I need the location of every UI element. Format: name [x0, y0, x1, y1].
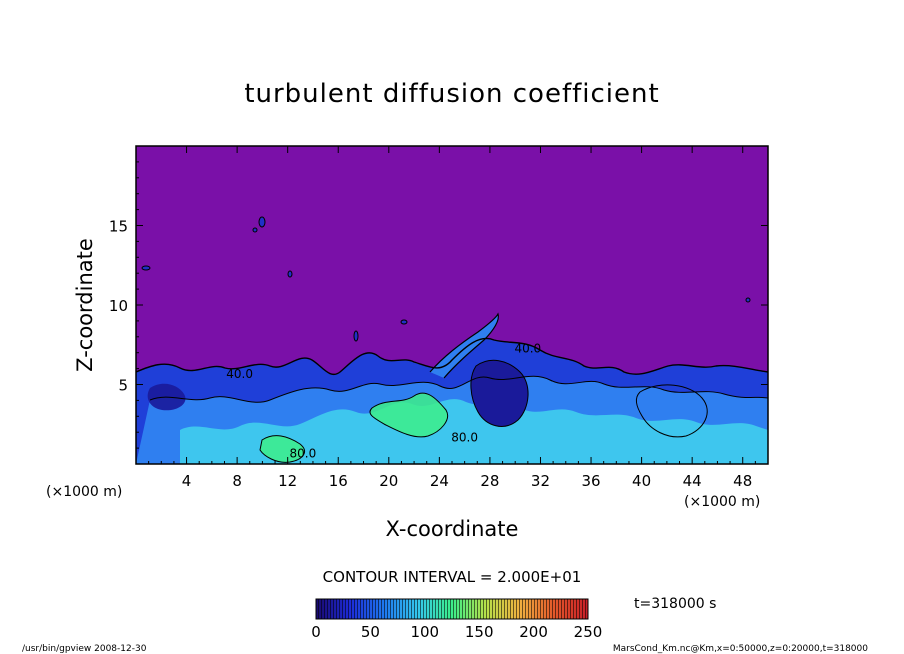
y-tick-label: 5	[118, 377, 128, 395]
chart-title: turbulent diffusion coefficient	[244, 79, 659, 109]
turbulent-region	[180, 399, 768, 464]
time-label: t=318000 s	[634, 596, 716, 612]
turbulent-blob	[141, 265, 151, 271]
footer-left: /usr/bin/gpview 2008-12-30	[22, 644, 147, 654]
y-axis-unit: (×1000 m)	[46, 484, 122, 500]
y-axis-label: Z-coordinate	[73, 238, 97, 372]
x-tick-label: 36	[581, 472, 600, 490]
x-tick-label: 24	[430, 472, 449, 490]
x-tick-label: 20	[379, 472, 398, 490]
colorbar-tick-label: 0	[311, 623, 321, 641]
y-axis-ticks: 5 10 15	[109, 161, 768, 449]
turbulent-blob	[400, 319, 408, 325]
x-axis-unit: (×1000 m)	[684, 494, 760, 510]
colorbar-frame	[315, 598, 589, 620]
colorbar-ticks: 0 50 100 150 200 250	[311, 623, 602, 641]
turbulent-region	[369, 393, 448, 437]
x-axis-ticks: 4 8 12 16 20 24 28 32 36 40 44 48	[148, 146, 756, 490]
contour-label: 80.0	[451, 431, 478, 445]
colorbar-tick-label: 250	[574, 623, 603, 641]
y-tick-label: 10	[109, 297, 128, 315]
turbulent-blob	[745, 297, 751, 303]
x-tick-label: 4	[182, 472, 192, 490]
contour-interval: CONTOUR INTERVAL = 2.000E+01	[323, 568, 582, 586]
colorbar-tick-label: 200	[519, 623, 548, 641]
plot-area: 40.0 40.0 80.0 80.0	[136, 146, 768, 464]
turbulent-layer	[136, 216, 768, 464]
contour-label: 40.0	[226, 367, 253, 381]
turbulent-blob	[252, 227, 258, 233]
footer-right: MarsCond_Km.nc@Km,x=0:50000,z=0:20000,t=…	[613, 644, 868, 654]
turbulent-blob	[258, 216, 266, 228]
turbulent-region	[260, 435, 305, 463]
contour-line	[429, 312, 499, 379]
x-tick-label: 8	[232, 472, 242, 490]
colorbar-tick-label: 100	[410, 623, 439, 641]
colorbar-stripes	[316, 599, 588, 619]
contour-labels: 40.0 40.0 80.0 80.0	[226, 342, 541, 461]
contour-label: 40.0	[514, 342, 541, 356]
contour-line	[259, 435, 305, 463]
x-tick-label: 48	[733, 472, 752, 490]
turbulent-blob	[287, 270, 293, 278]
colorbar-tick-label: 50	[361, 623, 380, 641]
contour-line	[470, 359, 529, 427]
x-tick-label: 16	[329, 472, 348, 490]
x-tick-label: 12	[278, 472, 297, 490]
colorbar-tick-label: 150	[465, 623, 494, 641]
contour-label: 80.0	[289, 447, 316, 461]
colorbar: 0 50 100 150 200 250	[311, 598, 602, 641]
contour-line	[635, 384, 708, 438]
turbulent-blob	[353, 330, 359, 342]
x-tick-label: 28	[480, 472, 499, 490]
contour-line	[369, 392, 448, 438]
x-tick-label: 40	[632, 472, 651, 490]
x-axis-label: X-coordinate	[386, 517, 519, 541]
contour-line	[149, 375, 768, 403]
y-tick-label: 15	[109, 218, 128, 236]
x-tick-label: 32	[531, 472, 550, 490]
x-tick-label: 44	[683, 472, 702, 490]
